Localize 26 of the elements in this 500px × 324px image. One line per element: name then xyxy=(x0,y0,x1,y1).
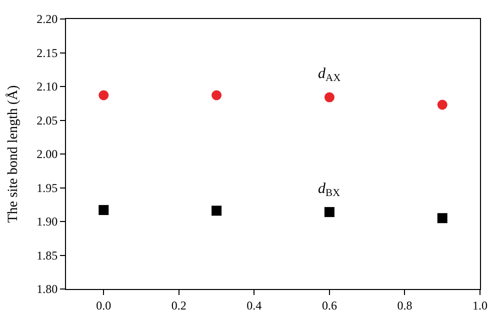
y-tick-label: 2.00 xyxy=(36,147,58,162)
annotation: d$_{AX}$ xyxy=(318,66,342,84)
x-tick-label: 1.0 xyxy=(472,298,488,312)
y-tick-label: 1.90 xyxy=(36,214,58,229)
point xyxy=(324,207,334,218)
y-tick-label: 1.85 xyxy=(36,248,58,262)
y-axis-title: The site bond length (Å) xyxy=(5,84,22,223)
x-tick-label: 0.0 xyxy=(96,298,112,312)
x-tick-label: 0.2 xyxy=(171,298,186,312)
point xyxy=(98,90,109,100)
y-tick-label: 2.15 xyxy=(36,46,58,60)
x-tick-label: 0.4 xyxy=(246,298,262,312)
point xyxy=(324,92,334,102)
annotation: d$_{BX}$ xyxy=(318,181,341,200)
x-tick-label: 0.8 xyxy=(397,298,412,312)
point xyxy=(212,206,222,216)
point xyxy=(98,205,109,216)
y-tick-label: 1.80 xyxy=(36,282,58,296)
y-tick-label: 2.10 xyxy=(36,80,58,94)
point xyxy=(437,213,448,224)
y-tick-label: 1.95 xyxy=(36,180,58,195)
point xyxy=(437,100,448,110)
point xyxy=(212,90,222,100)
x-tick-label: 0.6 xyxy=(322,298,337,312)
y-tick-label: 2.20 xyxy=(36,12,58,26)
y-tick-label: 2.05 xyxy=(36,113,58,128)
